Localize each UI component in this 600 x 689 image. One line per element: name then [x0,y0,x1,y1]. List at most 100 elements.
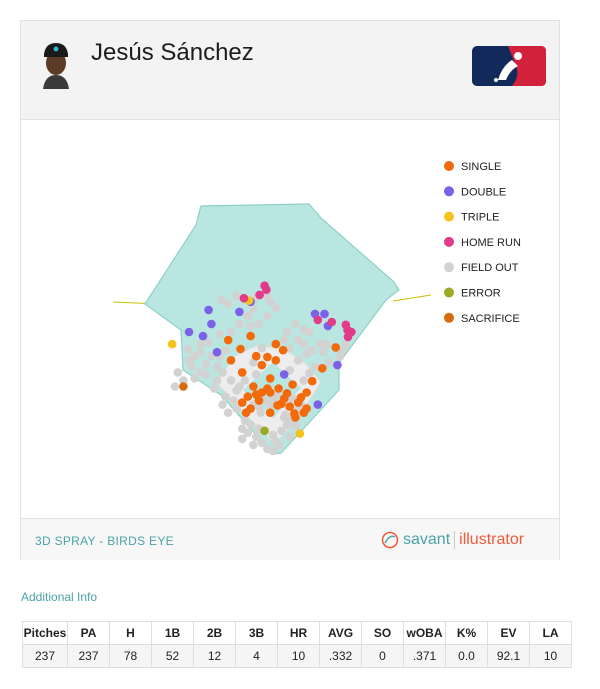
stat-header: 1B [151,621,194,645]
point-single [271,356,281,365]
point-double [320,309,329,319]
stat-value: 237 [67,644,110,668]
point-single [237,398,247,407]
legend-item-error: ERROR [444,287,501,300]
stat-value: 0.0 [445,644,488,668]
stat-value: 4 [235,644,278,668]
point-home-run [343,332,353,342]
point-field-out [299,339,309,349]
legend-swatch [444,186,454,197]
point-field-out [257,343,267,353]
stat-value: 12 [193,644,236,668]
point-single [285,402,295,411]
point-field-out [316,339,325,349]
point-double [184,327,194,337]
stats-header-row: Pitches PA H 1B 2B 3B HR AVG SO wOBA K% EV LA [22,621,572,645]
point-double [204,305,213,315]
point-field-out [305,327,314,337]
legend-item-triple: TRIPLE [444,211,500,224]
legend-label: SINGLE [461,161,501,173]
point-field-out [271,303,281,313]
point-field-out [285,343,295,353]
stat-value: 92.1 [487,644,530,668]
point-single [265,388,275,397]
logo-word-illustrator: illustrator [459,531,525,548]
avatar [39,35,73,89]
stat-value: .332 [319,644,362,668]
spray-card: Jesús Sánchez SINGLE DOUBLE TRIPLE HOME RUN… [20,20,560,560]
point-single [257,388,267,397]
point-single [271,339,281,349]
point-field-out [223,408,233,418]
point-single [249,382,258,391]
chart-area: SINGLE DOUBLE TRIPLE HOME RUN FIELD OUT ERROR… [21,120,559,518]
point-field-out [183,344,193,354]
point-field-out [212,376,222,385]
point-field-out [209,384,219,393]
point-single [273,401,282,410]
point-double [198,331,208,341]
legend-swatch [444,161,454,171]
data-points [167,281,356,456]
point-double [212,347,222,357]
point-single [299,408,309,418]
point-double [207,319,216,329]
point-field-out [293,356,303,365]
point-field-out [338,345,348,355]
stat-header: EV [487,621,530,645]
legend-item-home-run: HOME RUN [444,236,521,249]
point-field-out [256,408,265,418]
legend-item-single: SINGLE [444,161,501,173]
point-home-run [313,315,323,325]
point-field-out [221,345,230,355]
point-field-out [282,327,292,337]
stat-header: K% [445,621,488,645]
stats-value-row: 237 237 78 52 12 4 10.332 0.371 0.0 92.1 10 [22,644,572,668]
point-field-out [285,432,295,442]
stats-table: Pitches PA H 1B 2B 3B HR AVG SO wOBA K% EV LA 237 237… [22,621,572,668]
point-field-out [251,432,261,442]
legend-item-sacrifice: SACRIFICE [444,312,520,325]
stat-value: .371 [403,644,446,668]
point-field-out [263,311,272,321]
point-field-out [279,413,289,422]
point-single [318,364,327,373]
point-field-out [226,327,236,337]
logo-word-savant: savant [403,531,451,548]
point-single [236,344,245,354]
legend-swatch [444,287,454,298]
spray-chart: SINGLE DOUBLE TRIPLE HOME RUN FIELD OUT ERROR… [112,161,521,456]
outfield-shape [144,203,400,455]
point-field-out [235,319,244,329]
stat-header: SO [361,621,404,645]
additional-info-link[interactable]: Additional Info [21,590,98,604]
point-double [279,370,289,379]
point-single [331,343,341,352]
legend-item-field-out: FIELD OUT [444,262,519,274]
point-single [251,351,261,361]
logo-divider [454,531,456,549]
stat-header: PA [67,621,110,645]
point-field-out [229,396,239,405]
point-single [254,396,264,405]
point-error [260,426,269,436]
point-field-out [232,386,241,395]
savant-logo-icon [381,531,399,549]
point-field-out [223,299,233,309]
player-name: Jesús Sánchez [91,39,254,66]
point-field-out [184,356,194,365]
point-field-out [173,368,183,377]
point-field-out [246,420,255,430]
point-field-out [221,392,230,401]
stat-value: 78 [109,644,152,668]
point-field-out [305,368,314,378]
point-field-out [307,345,317,355]
point-field-out [215,329,225,339]
point-field-out [254,319,264,329]
savant-illustrator-logo: savant illustrator [381,527,524,553]
point-field-out [170,382,180,391]
legend-item-double: DOUBLE [444,186,506,198]
legend-label: ERROR [461,288,501,300]
point-field-out [291,422,300,431]
stat-header: Pitches [22,621,68,645]
